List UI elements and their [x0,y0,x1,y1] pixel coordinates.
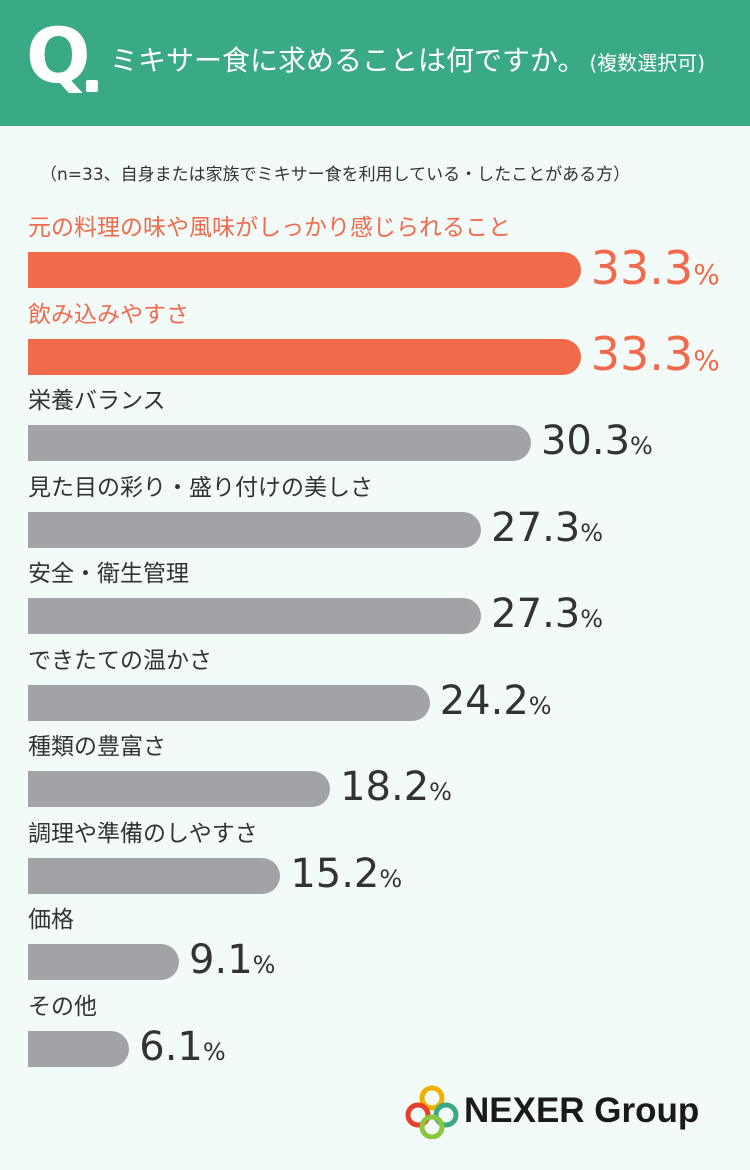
value-label: 18.2% [340,767,452,807]
bar [28,511,482,548]
bar [28,771,331,807]
value-number: 18.2 [340,764,430,810]
bar [28,944,180,980]
percent-sign: % [630,432,653,460]
logo-rings-icon [405,1085,459,1140]
category-label: 栄養バランス [28,388,166,414]
question-header: Q ミキサー食に求めることは何ですか。 (複数選択可) [0,0,750,126]
question-main: ミキサー食に求めることは何ですか。 [110,44,586,77]
value-number: 33.3 [590,240,694,295]
value-label: 33.3% [591,245,720,291]
company-logo: NEXER Group [402,1083,732,1140]
bar [28,598,482,634]
category-label: 飲み込みやすさ [28,301,189,328]
percent-sign: % [252,951,276,979]
chart-row: 元の料理の味や風味がしっかり感じられること 33.3% [28,214,720,291]
category-label: 見た目の彩り・盛り付けの美しさ [28,474,373,501]
value-label: 9.1% [189,940,275,980]
q-letter: Q [26,11,91,100]
percent-sign: % [429,778,452,806]
chart-row: その他 6.1% [28,993,226,1067]
chart-row: 飲み込みやすさ 33.3% [28,301,720,377]
category-label: 安全・衛生管理 [28,561,189,587]
category-label: 種類の豊富さ [28,734,166,760]
bar [28,425,531,461]
chart-row: 見た目の彩り・盛り付けの美しさ 27.3% [28,474,603,548]
value-label: 15.2% [290,854,402,894]
chart-row: 栄養バランス 30.3% [28,387,653,461]
bar [28,684,430,721]
percent-sign: % [528,691,552,720]
bar [28,1030,130,1067]
percent-sign: % [580,518,604,547]
percent-sign: % [202,1037,226,1066]
category-label: 調理や準備のしやすさ [28,820,258,847]
value-number: 9.1 [189,937,253,983]
category-label: 元の料理の味や風味がしっかり感じられること [28,215,511,241]
value-number: 15.2 [290,850,380,897]
chart-row: 安全・衛生管理 27.3% [28,560,603,634]
percent-sign: % [693,257,720,291]
category-label: その他 [28,993,97,1020]
value-number: 27.3 [491,591,581,637]
bar [28,252,581,288]
q-dot [86,80,98,92]
sample-note: （n=33、自身または家族でミキサー食を利用している・したことがある方） [40,165,631,185]
value-number: 24.2 [439,677,529,724]
logo-text: NEXER Group [464,1091,700,1130]
percent-sign: % [580,605,604,633]
category-label: 価格 [28,907,74,933]
percent-sign: % [379,864,403,893]
bar [28,338,581,375]
percent-sign: % [693,344,720,378]
value-number: 33.3 [590,327,694,382]
value-label: 30.3% [541,421,653,461]
category-label: できたての温かさ [28,647,212,674]
chart-row: 種類の豊富さ 18.2% [28,733,452,807]
value-number: 6.1 [139,1023,203,1070]
value-label: 33.3% [591,331,720,377]
chart-row: 価格 9.1% [28,906,275,980]
value-label: 27.3% [491,594,603,634]
question-note: (複数選択可) [589,51,706,75]
question-text: ミキサー食に求めることは何ですか。 (複数選択可) [110,44,705,78]
bar [28,857,281,894]
chart-row: できたての温かさ 24.2% [28,647,552,721]
value-label: 27.3% [491,508,603,548]
value-label: 6.1% [139,1027,225,1067]
chart-row: 調理や準備のしやすさ 15.2% [28,820,402,894]
value-label: 24.2% [440,681,552,721]
value-number: 30.3 [540,418,631,464]
value-number: 27.3 [491,504,581,551]
